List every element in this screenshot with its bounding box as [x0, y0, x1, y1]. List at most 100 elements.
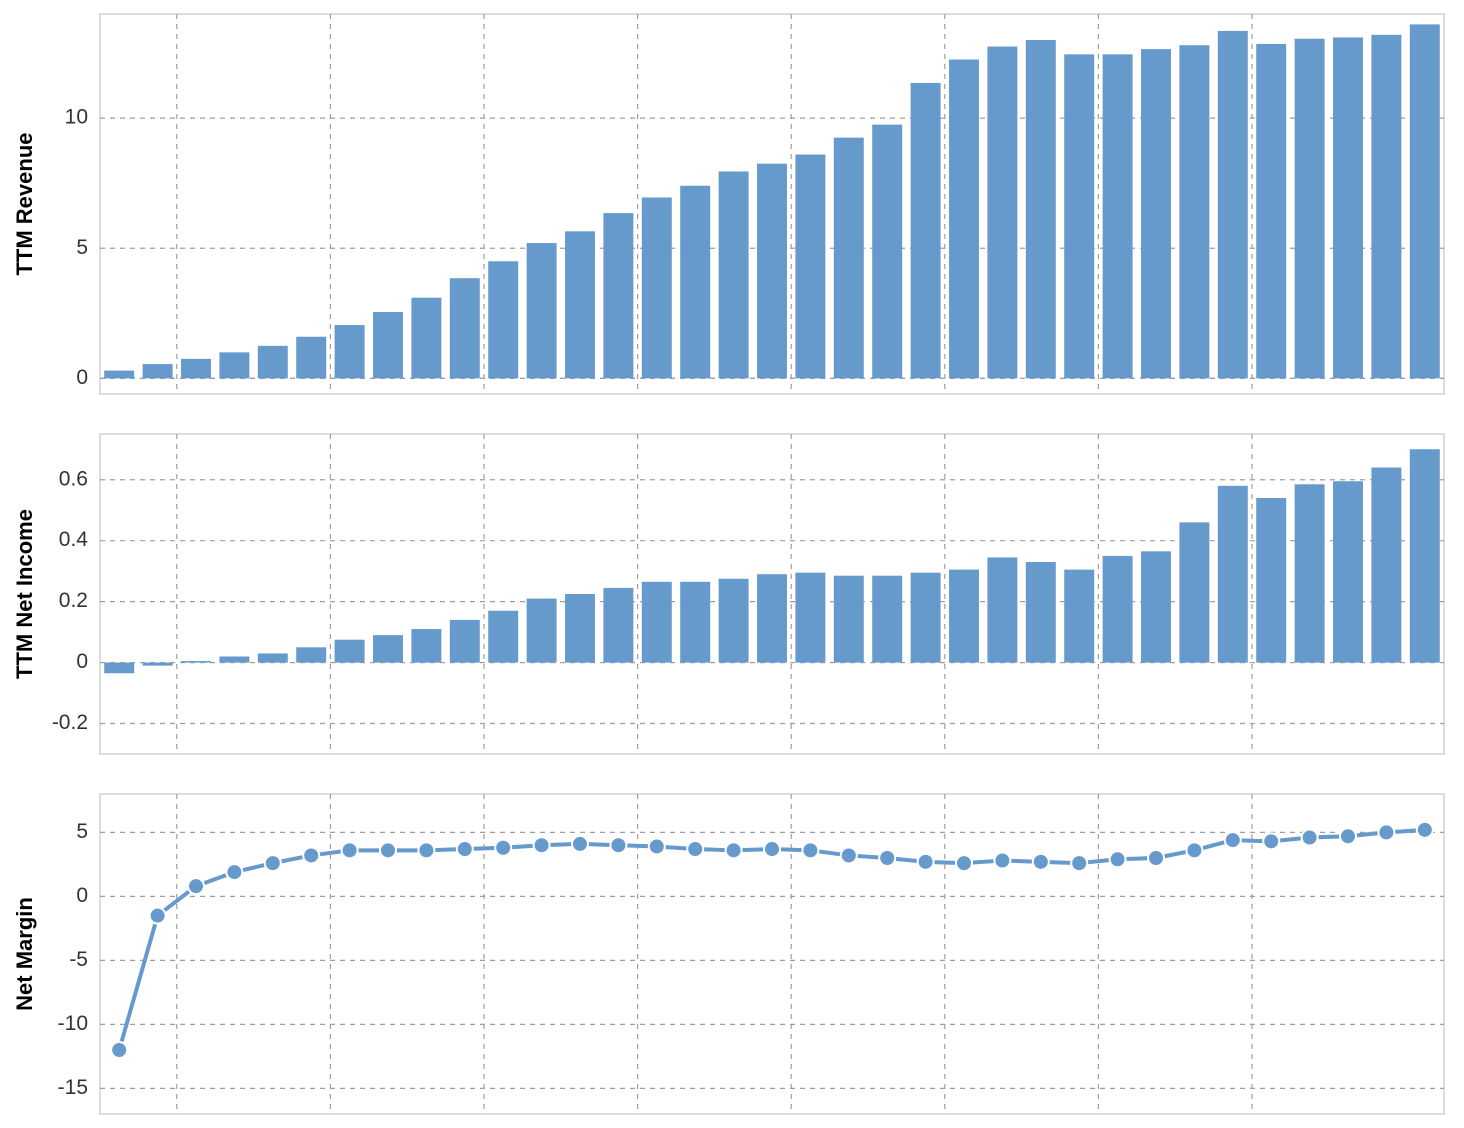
ytick-label: -15: [58, 1076, 88, 1099]
bar: [373, 312, 403, 378]
bar: [1026, 562, 1056, 663]
ytick-label: 5: [76, 820, 88, 843]
bar: [1256, 44, 1286, 378]
bar: [181, 661, 211, 663]
ylabel-revenue: TTM Revenue: [12, 132, 37, 275]
ytick-label: 0.6: [59, 467, 88, 490]
line-marker: [1417, 822, 1433, 838]
bar: [872, 125, 902, 379]
bar: [834, 576, 864, 663]
line-marker: [226, 864, 242, 880]
bar: [411, 629, 441, 663]
panel-net-income: -0.200.20.40.6TTM Net Income: [12, 434, 1444, 754]
line-marker: [380, 842, 396, 858]
ytick-label: 0: [76, 650, 88, 673]
bar: [335, 325, 365, 378]
line-marker: [1263, 833, 1279, 849]
ytick-label: 0: [76, 366, 88, 389]
bar: [1218, 486, 1248, 663]
bar: [258, 346, 288, 379]
ylabel-net-margin: Net Margin: [12, 897, 37, 1011]
bar: [1410, 449, 1440, 662]
bar: [642, 582, 672, 663]
bar: [1371, 35, 1401, 379]
bar: [488, 611, 518, 663]
bar: [1333, 37, 1363, 378]
ytick-label: -0.2: [52, 711, 88, 734]
line-marker: [1071, 855, 1087, 871]
bar: [795, 155, 825, 379]
bar: [1103, 556, 1133, 663]
bar: [219, 656, 249, 662]
bar: [1410, 24, 1440, 378]
line-marker: [342, 842, 358, 858]
line-marker: [687, 841, 703, 857]
ytick-label: 0: [76, 884, 88, 907]
line-marker: [649, 838, 665, 854]
line-marker: [572, 836, 588, 852]
bar: [603, 213, 633, 378]
line-marker: [1340, 828, 1356, 844]
line-marker: [495, 840, 511, 856]
bar: [1103, 54, 1133, 378]
bar: [1179, 45, 1209, 378]
bar: [1179, 522, 1209, 662]
line-marker: [918, 854, 934, 870]
bar: [565, 231, 595, 378]
bar: [450, 620, 480, 663]
bar: [181, 359, 211, 379]
bar: [296, 337, 326, 379]
ytick-label: 0.2: [59, 589, 88, 612]
line-marker: [188, 878, 204, 894]
bar: [642, 197, 672, 378]
panel-net-margin: -15-10-505Net Margin: [12, 794, 1444, 1114]
bar: [949, 60, 979, 379]
ytick-label: 5: [76, 236, 88, 259]
bar: [603, 588, 633, 663]
line-marker: [1378, 824, 1394, 840]
bar: [1295, 39, 1325, 379]
line-marker: [111, 1042, 127, 1058]
ytick-label: 0.4: [59, 528, 89, 551]
line-marker: [764, 841, 780, 857]
bar: [258, 653, 288, 662]
bar: [104, 663, 134, 674]
bar: [104, 371, 134, 379]
chart-container: 0510TTM Revenue-0.200.20.40.6TTM Net Inc…: [0, 0, 1464, 1128]
line-marker: [802, 842, 818, 858]
bar: [335, 640, 365, 663]
line-marker: [303, 847, 319, 863]
ytick-label: -5: [69, 948, 88, 971]
bar: [565, 594, 595, 663]
bar: [450, 278, 480, 378]
bar: [373, 635, 403, 662]
bar: [296, 647, 326, 662]
line-marker: [457, 841, 473, 857]
bar: [757, 164, 787, 379]
line-marker: [1186, 842, 1202, 858]
line-marker: [1148, 850, 1164, 866]
bar: [719, 579, 749, 663]
bar: [987, 557, 1017, 662]
bar: [834, 138, 864, 379]
chart-svg: 0510TTM Revenue-0.200.20.40.6TTM Net Inc…: [0, 0, 1464, 1128]
bar: [1141, 551, 1171, 662]
bar: [949, 570, 979, 663]
line-marker: [1225, 832, 1241, 848]
bar: [143, 663, 173, 666]
line-marker: [994, 853, 1010, 869]
bar: [680, 582, 710, 663]
bar: [488, 261, 518, 378]
bar: [1333, 481, 1363, 662]
bar: [680, 186, 710, 379]
bar: [411, 298, 441, 379]
bar: [1026, 40, 1056, 378]
bar: [795, 573, 825, 663]
bar: [1064, 54, 1094, 378]
bar: [911, 83, 941, 378]
line-marker: [534, 837, 550, 853]
bar: [1256, 498, 1286, 663]
bar: [987, 47, 1017, 379]
bar: [1064, 570, 1094, 663]
bar: [1218, 31, 1248, 378]
